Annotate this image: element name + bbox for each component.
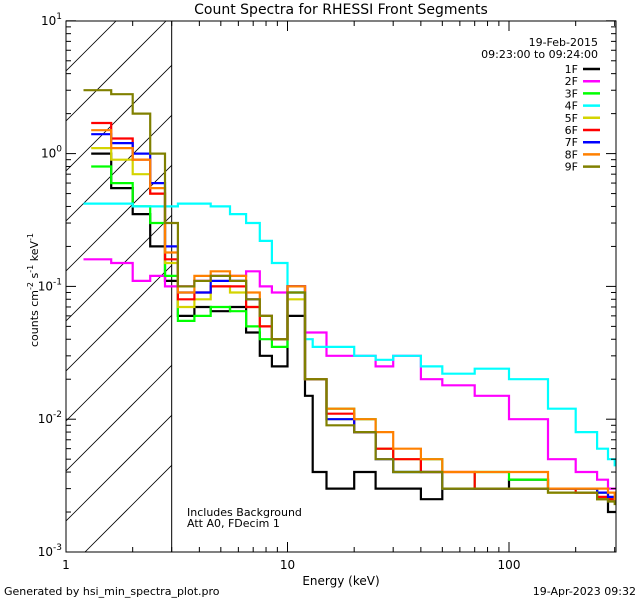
legend-label-4F: 4F xyxy=(565,100,578,113)
legend-label-9F: 9F xyxy=(565,161,578,174)
y-tick-label: 101 xyxy=(41,12,62,28)
legend-label-3F: 3F xyxy=(565,87,578,100)
legend-label-7F: 7F xyxy=(565,136,578,149)
series-9F-line xyxy=(83,89,616,506)
x-tick-label: 100 xyxy=(498,558,521,572)
y-tick-label: 10-2 xyxy=(38,410,62,426)
series-2F-line xyxy=(83,258,616,490)
footer-timestamp: 19-Apr-2023 09:32 xyxy=(533,585,636,598)
y-tick-label: 10-1 xyxy=(38,277,62,293)
legend-label-2F: 2F xyxy=(565,75,578,88)
x-tick-label: 10 xyxy=(280,558,295,572)
note-attenuator: Att A0, FDecim 1 xyxy=(187,517,280,530)
legend-date: 19-Feb-2015 xyxy=(529,36,598,49)
legend-label-5F: 5F xyxy=(565,112,578,125)
y-tick-label: 10-3 xyxy=(38,543,62,559)
footer-generator: Generated by hsi_min_spectra_plot.pro xyxy=(4,585,220,598)
series-8F-line xyxy=(91,129,616,501)
legend-label-8F: 8F xyxy=(565,148,578,161)
svg-text:counts cm-2 s-1 keV-1: counts cm-2 s-1 keV-1 xyxy=(26,233,41,347)
legend-time-range: 09:23:00 to 09:24:00 xyxy=(481,48,598,61)
legend-label-1F: 1F xyxy=(565,63,578,76)
legend-label-6F: 6F xyxy=(565,124,578,137)
y-axis-label: counts cm-2 s-1 keV-1 xyxy=(26,233,41,347)
x-axis-label: Energy (keV) xyxy=(302,574,379,588)
series-4F-line xyxy=(83,202,616,467)
x-tick-label: 1 xyxy=(62,558,70,572)
note-background: Includes Background xyxy=(187,506,302,519)
chart-title: Count Spectra for RHESSI Front Segments xyxy=(194,2,488,18)
y-tick-label: 100 xyxy=(41,145,62,161)
